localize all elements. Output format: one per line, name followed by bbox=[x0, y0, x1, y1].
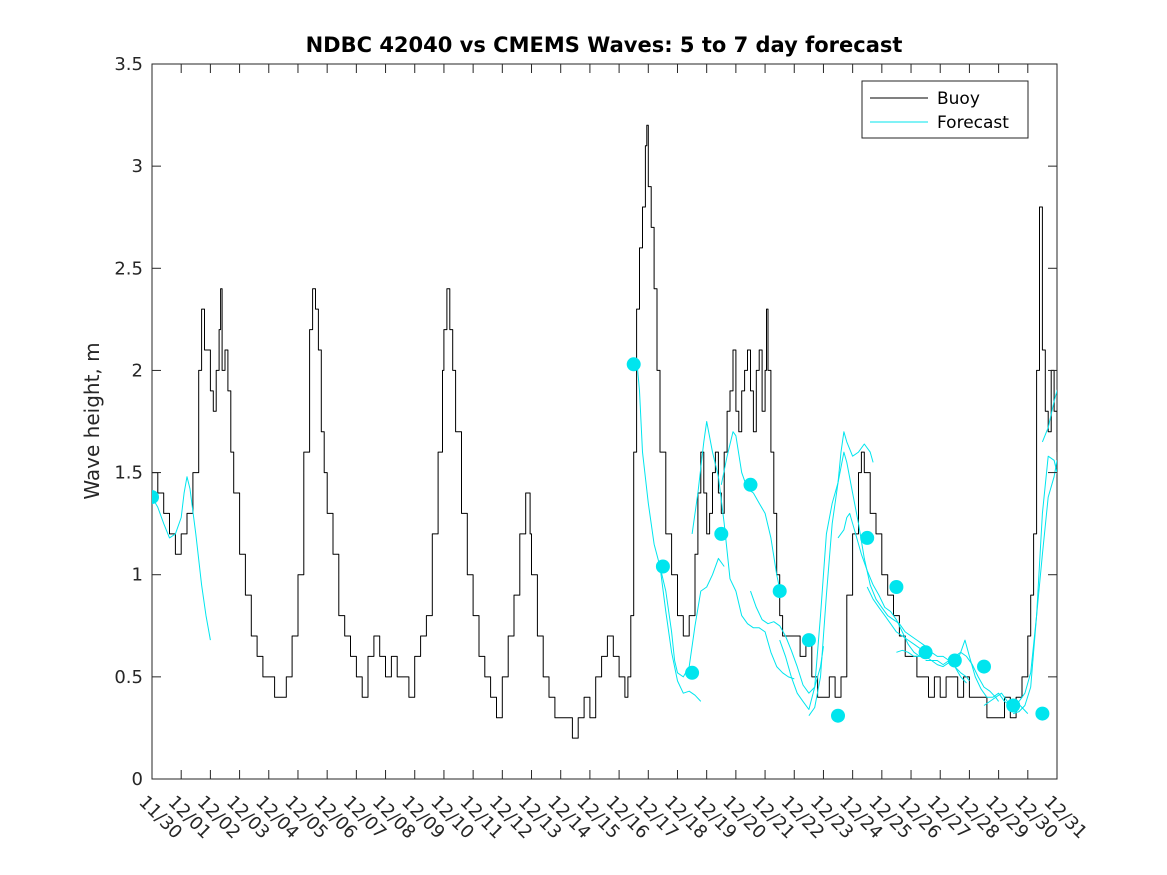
series-line-forecast-run-12-20 bbox=[779, 431, 874, 710]
series-line-forecast-run-12-29 bbox=[1041, 389, 1057, 443]
y-tick-label-4: 2 bbox=[132, 360, 143, 381]
forecast-marker-14 bbox=[1006, 698, 1021, 713]
series-line-forecast-run-12-24 bbox=[896, 649, 970, 682]
series-line-forecast-run-12-19 bbox=[750, 590, 824, 694]
y-tick-label-7: 3.5 bbox=[114, 54, 143, 75]
marker-layer bbox=[152, 357, 1050, 723]
y-axis-label: Wave height, m bbox=[80, 342, 104, 499]
y-tick-label-0: 0 bbox=[132, 769, 143, 790]
y-tick-label-3: 1.5 bbox=[114, 463, 143, 484]
y-tick-label-5: 2.5 bbox=[114, 258, 143, 279]
series-line-forecast-run-12-25 bbox=[925, 651, 1000, 702]
forecast-marker-8 bbox=[831, 708, 845, 723]
forecast-marker-1 bbox=[626, 357, 641, 372]
legend-box bbox=[861, 80, 1029, 139]
series-line-forecast-run-12-17 bbox=[691, 421, 795, 680]
forecast-marker-12 bbox=[947, 653, 962, 668]
y-tick-label-6: 3 bbox=[132, 156, 143, 177]
legend-label-forecast: Forecast bbox=[937, 113, 1009, 133]
forecast-marker-15 bbox=[1035, 706, 1050, 721]
y-tick-label-2: 1 bbox=[132, 565, 143, 586]
series-line-forecast-run-12-28 bbox=[1013, 455, 1057, 715]
legend: Buoy Forecast bbox=[861, 80, 1029, 139]
series-line-forecast-run-12-22 bbox=[837, 512, 926, 657]
series-line-forecast-run-12-15 bbox=[633, 357, 702, 702]
forecast-marker-6 bbox=[772, 584, 787, 599]
series-line-buoy bbox=[152, 124, 1057, 739]
forecast-marker-2 bbox=[655, 559, 670, 574]
forecast-marker-10 bbox=[889, 580, 904, 594]
plot-area: 00.511.522.533.511/3012/0112/0212/0312/0… bbox=[114, 54, 1091, 843]
series-line-forecast-run-12-27 bbox=[983, 460, 1057, 706]
forecast-marker-9 bbox=[860, 530, 875, 545]
series-line-forecast-run-11-30 bbox=[152, 476, 211, 641]
forecast-marker-4 bbox=[714, 526, 729, 541]
forecast-marker-3 bbox=[685, 665, 700, 680]
plot-frame bbox=[151, 63, 1058, 780]
forecast-marker-13 bbox=[977, 659, 991, 674]
y-tick-label-1: 0.5 bbox=[114, 667, 143, 688]
forecast-marker-5 bbox=[743, 477, 758, 492]
forecast-marker-11 bbox=[918, 645, 933, 660]
chart-title: NDBC 42040 vs CMEMS Waves: 5 to 7 day fo… bbox=[306, 33, 903, 57]
forecast-marker-7 bbox=[801, 633, 816, 648]
legend-label-buoy: Buoy bbox=[937, 89, 980, 109]
forecast-marker-0 bbox=[152, 490, 159, 505]
